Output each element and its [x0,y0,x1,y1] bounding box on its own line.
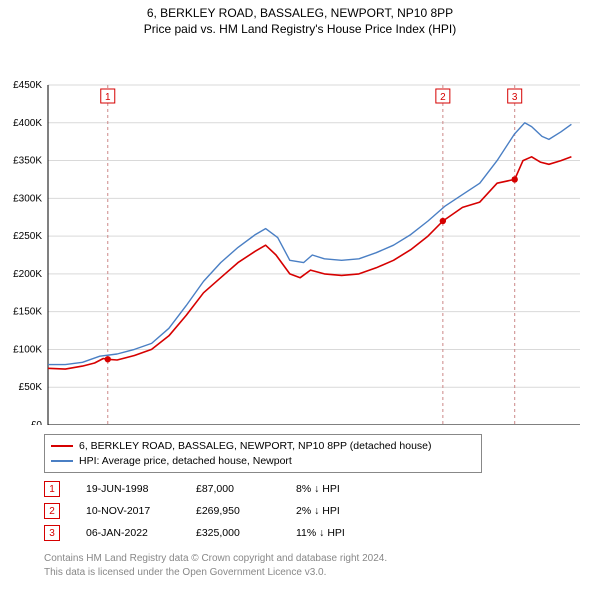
y-tick-label: £150K [13,307,42,318]
title-block: 6, BERKLEY ROAD, BASSALEG, NEWPORT, NP10… [0,0,600,37]
y-tick-label: £100K [13,345,42,356]
sale-date: 19-JUN-1998 [86,483,196,495]
line-chart: £0 £50K £100K £150K £200K £250K £300K £350K £400… [0,37,600,425]
title-address: 6, BERKLEY ROAD, BASSALEG, NEWPORT, NP10… [0,6,600,22]
sale-row: 2 10-NOV-2017£269,9502% ↓ HPI [44,500,406,522]
title-subtitle: Price paid vs. HM Land Registry's House … [0,22,600,38]
footer: Contains HM Land Registry data © Crown c… [44,552,387,579]
sale-hpi: 8% ↓ HPI [296,483,406,495]
sale-date: 06-JAN-2022 [86,527,196,539]
sale-price: £269,950 [196,505,296,517]
series-line [48,123,571,365]
sale-hpi: 2% ↓ HPI [296,505,406,517]
y-tick-label: £450K [13,80,42,91]
marker-badge-num: 1 [105,92,111,103]
y-tick-label: £0 [31,420,43,425]
marker-badge-num: 2 [440,92,446,103]
series-line [48,157,571,369]
sale-row: 3 06-JAN-2022£325,00011% ↓ HPI [44,522,406,544]
y-tick-label: £250K [13,231,42,242]
sale-badge: 2 [44,503,60,519]
sales-table: 1 19-JUN-1998£87,0008% ↓ HPI 2 10-NOV-2017£… [44,478,406,544]
y-tick-label: £350K [13,156,42,167]
sale-date: 10-NOV-2017 [86,505,196,517]
legend-swatch [51,445,73,447]
chart-container: 6, BERKLEY ROAD, BASSALEG, NEWPORT, NP10… [0,0,600,590]
sale-row: 1 19-JUN-1998£87,0008% ↓ HPI [44,478,406,500]
marker-dot [512,176,518,182]
sale-badge: 1 [44,481,60,497]
y-tick-label: £50K [19,382,43,393]
marker-dot [105,356,111,362]
sale-hpi: 11% ↓ HPI [296,527,406,539]
marker-dot [440,218,446,224]
footer-line2: This data is licensed under the Open Gov… [44,566,387,580]
sale-badge: 3 [44,525,60,541]
y-tick-label: £300K [13,194,42,205]
legend-label: HPI: Average price, detached house, Newp… [79,454,292,469]
legend: 6, BERKLEY ROAD, BASSALEG, NEWPORT, NP10… [44,434,482,473]
legend-swatch [51,460,73,462]
legend-row: HPI: Average price, detached house, Newp… [51,454,475,469]
y-tick-label: £400K [13,118,42,129]
footer-line1: Contains HM Land Registry data © Crown c… [44,552,387,566]
sale-price: £87,000 [196,483,296,495]
sale-price: £325,000 [196,527,296,539]
legend-label: 6, BERKLEY ROAD, BASSALEG, NEWPORT, NP10… [79,439,432,454]
marker-badge-num: 3 [512,92,518,103]
y-tick-label: £200K [13,269,42,280]
legend-row: 6, BERKLEY ROAD, BASSALEG, NEWPORT, NP10… [51,439,475,454]
